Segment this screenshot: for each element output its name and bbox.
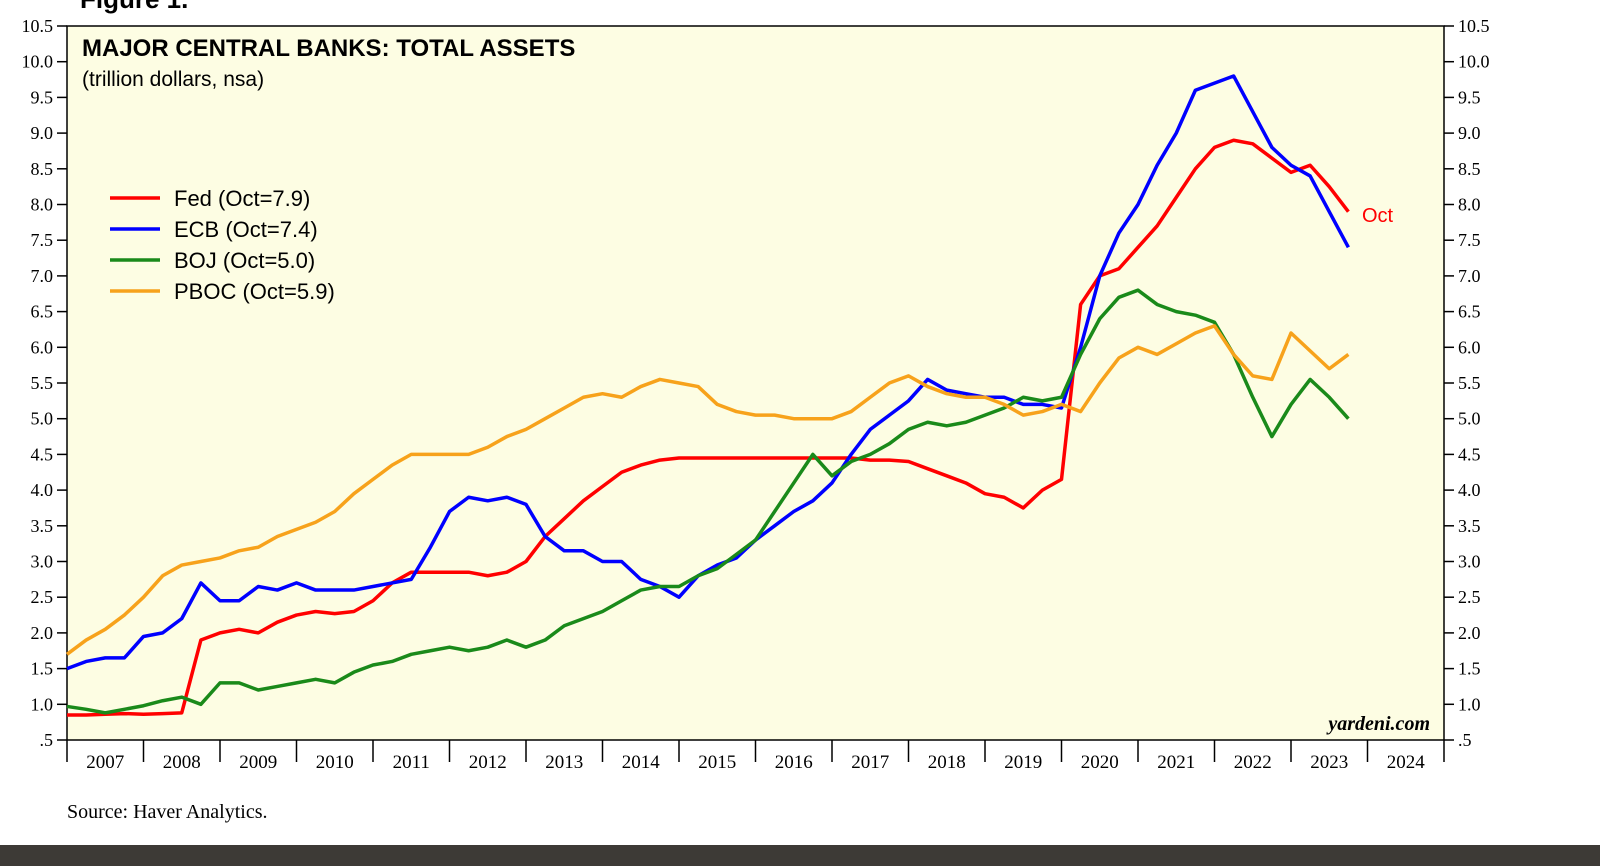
y-tick-label: 3.5 [31, 516, 54, 536]
x-tick-label: 2009 [239, 752, 277, 773]
legend-label: Fed (Oct=7.9) [174, 186, 310, 211]
y2-tick-label: 2.0 [1458, 623, 1481, 643]
y2-tick-label: 2.5 [1458, 587, 1481, 607]
y-tick-label: 5.0 [31, 409, 54, 429]
chart-subtitle: (trillion dollars, nsa) [82, 68, 264, 91]
y-tick-label: 8.5 [31, 159, 54, 179]
x-tick-label: 2015 [698, 752, 736, 773]
x-tick-label: 2019 [1004, 752, 1042, 773]
x-tick-label: 2012 [469, 752, 507, 773]
chart-title: MAJOR CENTRAL BANKS: TOTAL ASSETS [82, 35, 575, 62]
x-tick-label: 2014 [622, 752, 661, 773]
x-tick-label: 2013 [545, 752, 583, 773]
y-tick-label: 10.5 [22, 16, 54, 36]
y-tick-label: 4.5 [31, 444, 54, 464]
y2-tick-label: 4.5 [1458, 444, 1481, 464]
x-tick-label: 2020 [1081, 752, 1119, 773]
x-tick-label: 2024 [1387, 752, 1426, 773]
bottom-strip [0, 845, 1600, 866]
y-tick-label: 4.0 [31, 480, 54, 500]
y2-tick-label: 1.0 [1458, 694, 1481, 714]
x-tick-label: 2010 [316, 752, 354, 773]
y2-tick-label: 7.0 [1458, 266, 1481, 286]
y2-tick-label: 9.0 [1458, 123, 1481, 143]
x-tick-label: 2007 [86, 752, 124, 773]
y2-tick-label: 8.5 [1458, 159, 1481, 179]
y-tick-label: 3.0 [31, 552, 54, 572]
y2-tick-label: 4.0 [1458, 480, 1481, 500]
y-tick-label: 1.0 [31, 694, 54, 714]
y2-tick-label: 1.5 [1458, 659, 1481, 679]
y-tick-label: 2.0 [31, 623, 54, 643]
y-tick-label: 7.5 [31, 230, 54, 250]
series-line [66, 288, 1350, 715]
legend-label: BOJ (Oct=5.0) [174, 248, 315, 273]
y-tick-label: 9.0 [31, 123, 54, 143]
y-tick-label: 1.5 [31, 659, 54, 679]
legend-label: PBOC (Oct=5.9) [174, 279, 335, 304]
x-tick-label: 2016 [775, 752, 813, 773]
x-tick-label: 2008 [163, 752, 201, 773]
y-tick-label: .5 [40, 730, 54, 750]
y2-tick-label: .5 [1458, 730, 1472, 750]
y2-tick-label: 6.5 [1458, 302, 1481, 322]
y2-tick-label: 8.0 [1458, 195, 1481, 215]
annotation: Oct [1362, 205, 1394, 227]
series-line [65, 324, 1350, 656]
x-tick-label: 2018 [928, 752, 966, 773]
y-tick-label: 5.5 [31, 373, 54, 393]
y2-tick-label: 3.0 [1458, 552, 1481, 572]
source-note: Source: Haver Analytics. [67, 801, 268, 823]
y2-tick-label: 5.0 [1458, 409, 1481, 429]
x-tick-label: 2022 [1234, 752, 1272, 773]
legend-label: ECB (Oct=7.4) [174, 217, 318, 242]
y-tick-label: 7.0 [31, 266, 54, 286]
plot-area [66, 25, 1445, 741]
y2-tick-label: 9.5 [1458, 87, 1481, 107]
y-tick-label: 6.5 [31, 302, 54, 322]
y2-tick-label: 6.0 [1458, 337, 1481, 357]
y2-tick-label: 10.0 [1458, 52, 1490, 72]
y-tick-label: 6.0 [31, 337, 54, 357]
y2-tick-label: 3.5 [1458, 516, 1481, 536]
y2-tick-label: 7.5 [1458, 230, 1481, 250]
y-tick-label: 9.5 [31, 87, 54, 107]
watermark: yardeni.com [1326, 713, 1430, 735]
y-tick-label: 8.0 [31, 195, 54, 215]
y-tick-label: 2.5 [31, 587, 54, 607]
x-tick-label: 2021 [1157, 752, 1195, 773]
x-tick-label: 2023 [1310, 752, 1348, 773]
y2-tick-label: 10.5 [1458, 16, 1490, 36]
y2-tick-label: 5.5 [1458, 373, 1481, 393]
figure-label: Figure 1. [80, 0, 188, 14]
y-tick-label: 10.0 [22, 52, 54, 72]
x-tick-label: 2011 [393, 752, 430, 773]
series-line [67, 138, 1350, 717]
x-tick-label: 2017 [851, 752, 889, 773]
